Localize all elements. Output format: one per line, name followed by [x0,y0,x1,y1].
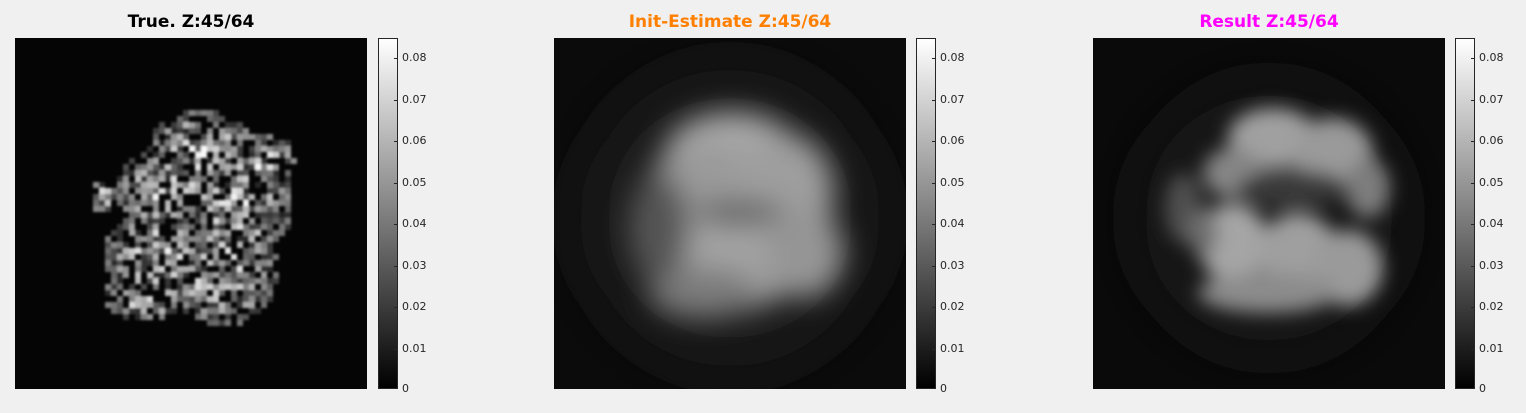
panel-init-estimate: Init-Estimate Z:45/64 0.08 0.07 0.06 0.05 0.… [554,12,965,395]
colorbar-init-estimate [916,38,936,389]
colorbar-tick-label: 0.07 [940,93,965,106]
colorbar-tick-mark [1471,349,1475,350]
colorbar-tick-label: 0.02 [1479,300,1504,313]
colorbar-tick-mark [1471,266,1475,267]
colorbar-tick-label: 0.05 [402,176,427,189]
colorbar-tick-mark [1471,141,1475,142]
colorbar-true [378,38,398,389]
colorbar-tick-mark [394,307,398,308]
colorbar-tick-mark [394,266,398,267]
panel-title-result: Result Z:45/64 [1199,12,1339,32]
result-image-svg [1093,38,1445,389]
colorbar-tick-mark [932,100,936,101]
init-estimate-image-svg [554,38,906,389]
colorbar-tick-mark [932,183,936,184]
true-image-svg [93,110,297,326]
colorbar-tick-mark [932,307,936,308]
colorbar-tick-mark [394,183,398,184]
colorbar-tick-mark [394,349,398,350]
colorbar-tick-label: 0 [940,382,947,395]
colorbar-result [1455,38,1475,389]
colorbar-tick-label: 0 [1479,382,1486,395]
colorbar-tick-label: 0.08 [402,51,427,64]
colorbar-tick-label: 0.04 [402,217,427,230]
colorbar-tick-label: 0.06 [1479,134,1504,147]
colorbar-tick-mark [932,141,936,142]
colorbar-tick-label: 0.08 [940,51,965,64]
panel-title-true: True. Z:45/64 [127,12,255,32]
colorbar-tick-label: 0.06 [402,134,427,147]
colorbar-tick-mark [1471,224,1475,225]
colorbar-tick-mark [394,100,398,101]
colorbar-tick-label: 0.03 [402,259,427,272]
colorbar-tick-label: 0.04 [940,217,965,230]
colorbar-tick-label: 0.01 [1479,342,1504,355]
colorbar-tick-label: 0 [402,382,409,395]
colorbar-tick-label: 0.08 [1479,51,1504,64]
colorbar-tick-label: 0.07 [1479,93,1504,106]
colorbar-tick-label: 0.03 [1479,259,1504,272]
panel-title-init-estimate: Init-Estimate Z:45/64 [628,12,832,32]
colorbar-tick-mark [1471,58,1475,59]
image-result[interactable] [1093,38,1445,389]
colorbar-tick-mark [394,58,398,59]
colorbar-tick-label: 0.05 [1479,176,1504,189]
colorbar-tick-label: 0.03 [940,259,965,272]
colorbar-tick-label: 0.07 [402,93,427,106]
colorbar-tick-mark [394,141,398,142]
colorbar-tick-label: 0.02 [402,300,427,313]
colorbar-tick-mark [1471,307,1475,308]
colorbar-tick-label: 0.02 [940,300,965,313]
colorbar-tick-mark [932,349,936,350]
colorbar-tick-label: 0.05 [940,176,965,189]
colorbar-tick-mark [394,224,398,225]
colorbar-tick-label: 0.01 [940,342,965,355]
colorbar-tick-mark [1471,183,1475,184]
colorbar-tick-mark [932,224,936,225]
image-true[interactable] [15,38,367,389]
image-init-estimate[interactable] [554,38,906,389]
colorbar-tick-mark [932,58,936,59]
colorbar-tick-label: 0.01 [402,342,427,355]
colorbar-tick-mark [932,266,936,267]
colorbar-tick-mark [1471,100,1475,101]
panel-true: True. Z:45/64 0.08 0.07 0.06 0.05 0.04 0.03 0.… [0,0,520,413]
colorbar-tick-label: 0.06 [940,134,965,147]
colorbar-tick-label: 0.04 [1479,217,1504,230]
